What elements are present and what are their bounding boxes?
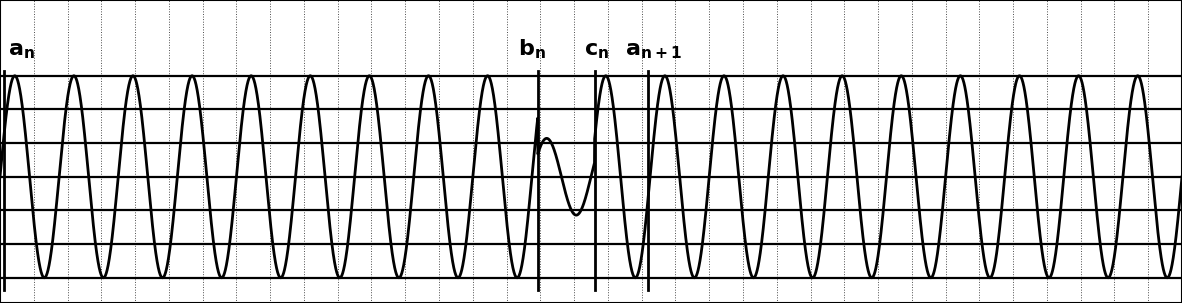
- Text: $\mathbf{b_n}$: $\mathbf{b_n}$: [518, 37, 546, 61]
- Text: $\mathbf{a_{n+1}}$: $\mathbf{a_{n+1}}$: [625, 38, 682, 61]
- Text: $\mathbf{c_n}$: $\mathbf{c_n}$: [584, 38, 610, 61]
- Text: $\mathbf{a_n}$: $\mathbf{a_n}$: [8, 38, 35, 61]
